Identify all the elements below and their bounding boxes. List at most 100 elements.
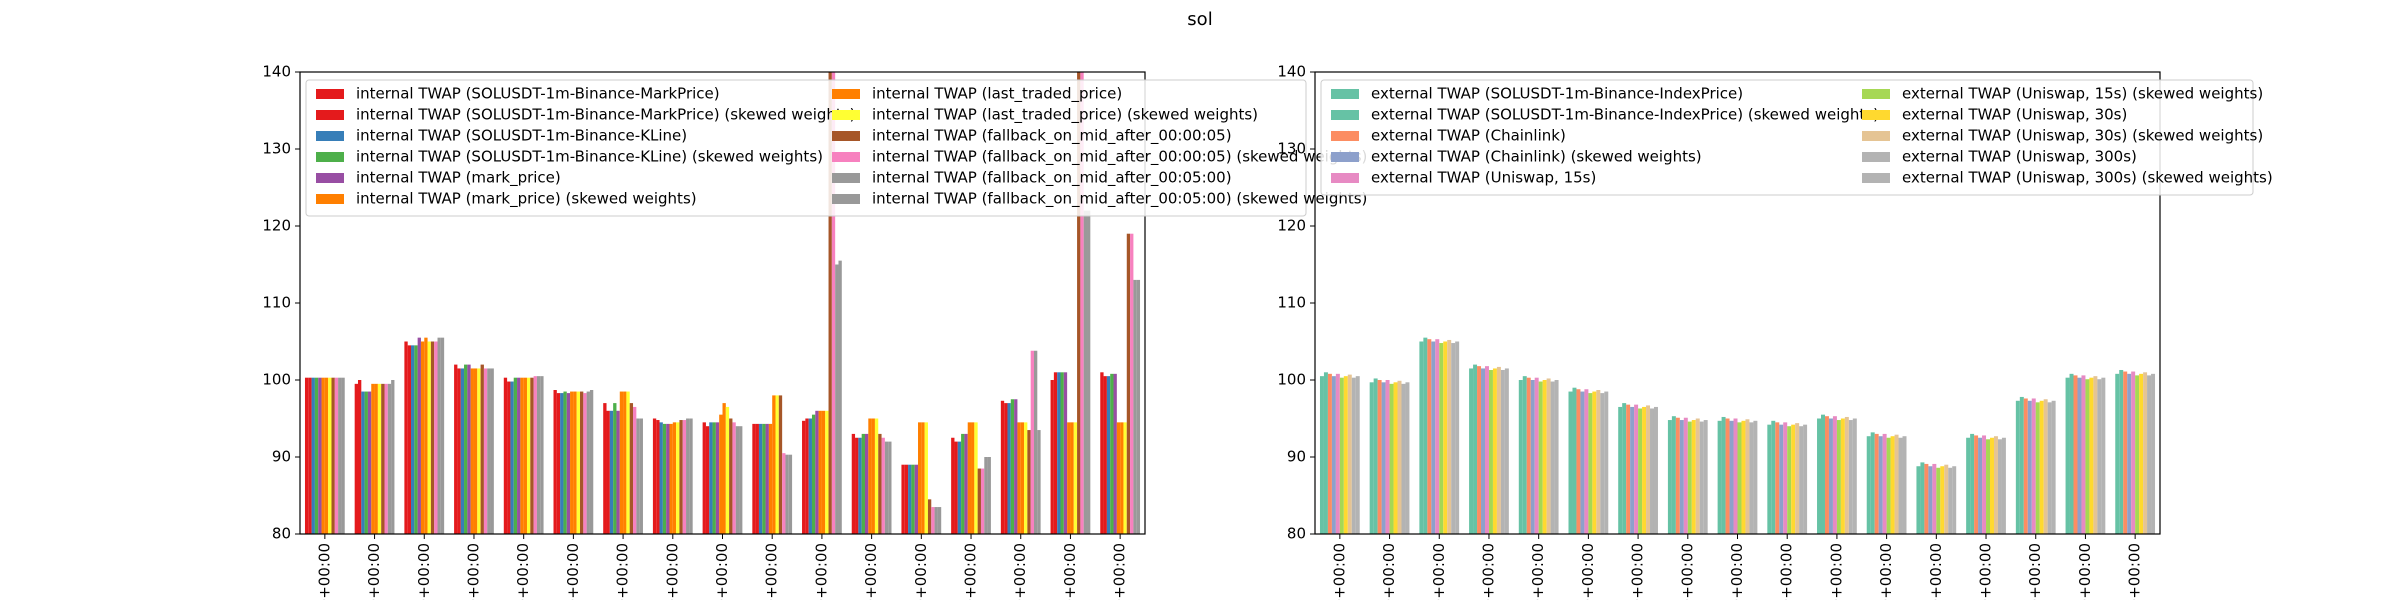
- bar: [805, 418, 809, 534]
- bar: [1538, 381, 1543, 534]
- bar: [1799, 426, 1804, 534]
- bar: [705, 426, 710, 534]
- bar: [921, 422, 925, 534]
- bar: [821, 410, 826, 534]
- bar: [566, 393, 571, 534]
- bar: [908, 464, 912, 534]
- bar: [1057, 372, 1061, 534]
- bar: [377, 383, 382, 534]
- bar: [927, 499, 932, 534]
- bar: [589, 390, 594, 534]
- bar: [2077, 377, 2082, 534]
- bar: [702, 422, 706, 534]
- legend-label: external TWAP (Uniswap, 15s) (skewed wei…: [1902, 85, 2263, 103]
- bar: [1817, 418, 1822, 534]
- bar: [1828, 418, 1833, 534]
- bar: [971, 422, 975, 534]
- legend-label: internal TWAP (mark_price): [356, 169, 561, 188]
- bar: [1526, 377, 1531, 534]
- bar: [1622, 403, 1627, 534]
- bar: [2039, 400, 2044, 534]
- legend-swatch: [1862, 152, 1890, 162]
- bar: [818, 410, 822, 534]
- bar: [1004, 403, 1008, 534]
- bar: [954, 441, 958, 534]
- legend-label: internal TWAP (fallback_on_mid_after_00:…: [872, 169, 1232, 188]
- legend-swatch: [316, 194, 344, 204]
- legend-label: external TWAP (Chainlink) (skewed weight…: [1371, 148, 1702, 166]
- bar: [523, 377, 527, 534]
- bar: [652, 418, 657, 534]
- axes: 80 90 100 110 120 130 140 0+00:00 0+00:00 0+00:00…: [1277, 63, 2272, 600]
- bar: [609, 410, 614, 534]
- bar: [961, 433, 965, 534]
- bar: [2081, 375, 2086, 534]
- x-tick-label: 0+00:00: [763, 543, 781, 600]
- legend-swatch: [832, 89, 860, 99]
- x-tick-label: 0+00:00: [564, 543, 582, 600]
- bar: [2065, 377, 2070, 534]
- bar: [480, 364, 484, 534]
- bar: [1473, 364, 1478, 534]
- bar: [1007, 403, 1011, 534]
- bar: [1944, 464, 1949, 534]
- bar: [2015, 400, 2020, 534]
- bar: [2131, 371, 2136, 534]
- bar: [689, 418, 693, 534]
- bar: [1063, 372, 1068, 534]
- bar: [732, 422, 736, 534]
- bar: [361, 391, 365, 534]
- bar: [308, 377, 312, 534]
- bar: [1870, 432, 1875, 534]
- bar: [1894, 434, 1899, 534]
- bar: [686, 418, 690, 534]
- legend-label: internal TWAP (fallback_on_mid_after_00:…: [872, 190, 1367, 209]
- legend-swatch: [832, 173, 860, 183]
- legend-swatch: [832, 152, 860, 162]
- legend-swatch: [316, 173, 344, 183]
- bar: [1717, 420, 1722, 534]
- bar: [901, 464, 905, 534]
- x-tick-label: 0+00:00: [1011, 543, 1029, 600]
- bar: [980, 468, 985, 534]
- bar: [1110, 373, 1114, 534]
- bar: [2043, 399, 2048, 534]
- bar: [967, 422, 972, 534]
- bar: [811, 414, 816, 534]
- bar: [1530, 380, 1535, 534]
- bar: [434, 341, 438, 534]
- bar: [1600, 393, 1605, 534]
- bar: [1550, 381, 1555, 534]
- bar: [725, 406, 730, 534]
- bar: [1393, 382, 1398, 534]
- bar: [1136, 279, 1141, 534]
- bar: [1638, 408, 1643, 534]
- legend-swatch: [316, 131, 344, 141]
- legend-label: external TWAP (Chainlink): [1371, 127, 1566, 145]
- bar: [758, 423, 763, 534]
- x-tick-label: 0+00:00: [514, 543, 532, 600]
- bar: [676, 422, 680, 534]
- legend-label: external TWAP (Uniswap, 15s): [1371, 169, 1596, 187]
- bar: [1683, 417, 1688, 534]
- bar: [357, 380, 362, 534]
- bar: [2151, 373, 2156, 534]
- x-tick-label: 0+00:00: [812, 543, 830, 600]
- bar: [904, 464, 909, 534]
- x-tick-label: 0+00:00: [1479, 543, 1497, 600]
- bar: [1481, 368, 1485, 534]
- bar: [765, 423, 769, 534]
- bar: [1779, 424, 1784, 534]
- bar: [1100, 372, 1104, 534]
- bar: [1650, 408, 1654, 534]
- bar: [533, 376, 537, 534]
- bar: [1423, 337, 1428, 534]
- bar: [1017, 422, 1021, 534]
- bar: [1319, 376, 1324, 534]
- bar: [1795, 423, 1800, 534]
- bar: [888, 441, 892, 534]
- bar: [712, 422, 716, 534]
- bar: [407, 345, 412, 534]
- bar: [556, 393, 561, 534]
